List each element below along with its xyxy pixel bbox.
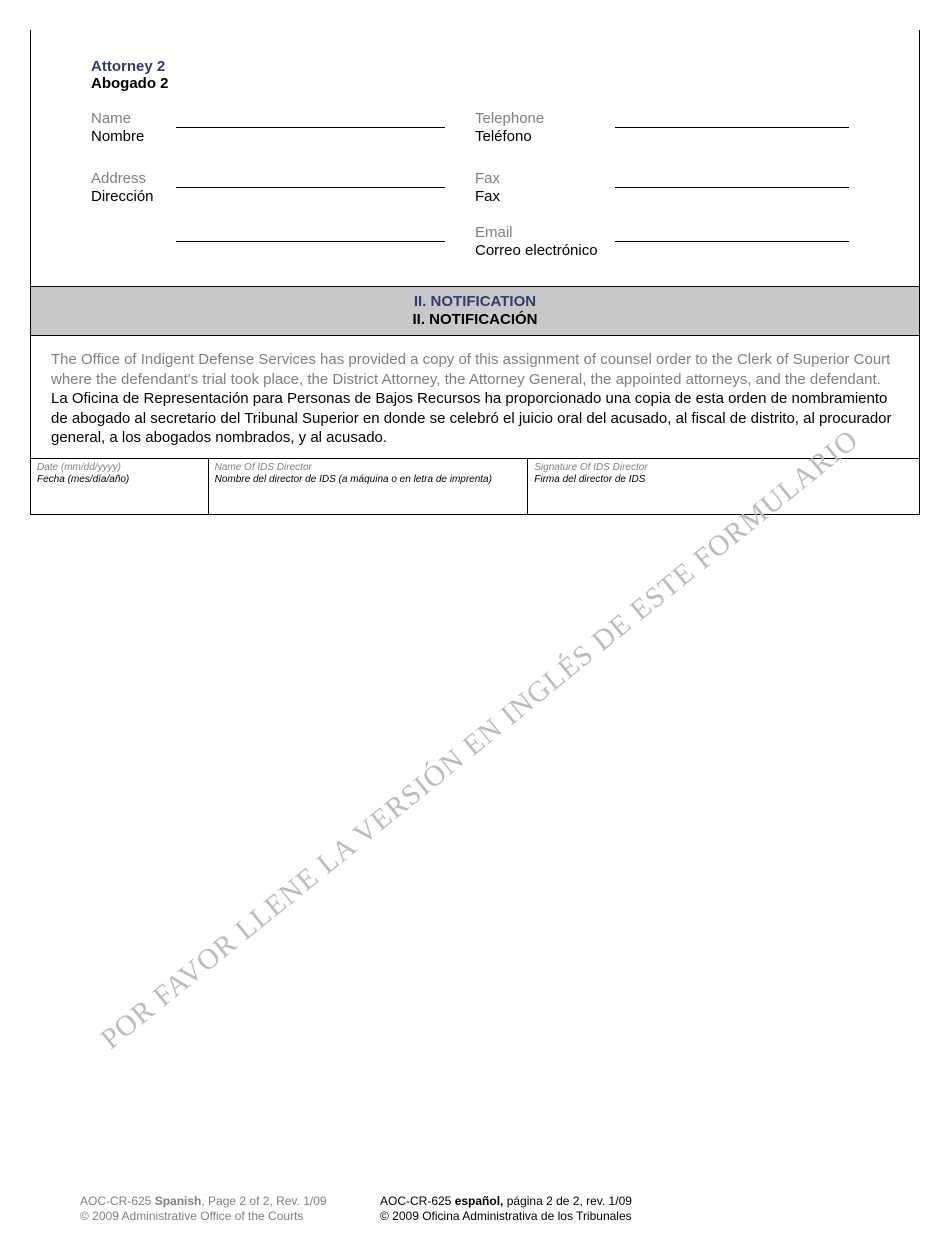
notification-text-en: The Office of Indigent Defense Services … xyxy=(51,351,890,388)
footer-left-suffix: , Page 2 of 2, Rev. 1/09 xyxy=(201,1194,326,1208)
address-email-row: Email Correo electrónico xyxy=(91,224,859,260)
footer-right-suffix: página 2 de 2, rev. 1/09 xyxy=(503,1194,632,1208)
telephone-label-es: Teléfono xyxy=(475,128,615,146)
attorney-header: Attorney 2 Abogado 2 xyxy=(91,58,859,92)
notification-text-es: La Oficina de Representación para Person… xyxy=(51,390,892,446)
fax-field: Fax Fax xyxy=(475,170,859,206)
ids-name-cell[interactable]: Name Of IDS Director Nombre del director… xyxy=(209,459,529,514)
form-border: Attorney 2 Abogado 2 Name Nombre Telepho… xyxy=(30,30,920,515)
name-telephone-row: Name Nombre Telephone Teléfono xyxy=(91,110,859,146)
email-field: Email Correo electrónico xyxy=(475,224,859,260)
name-label-es: Nombre xyxy=(91,128,176,146)
date-label-es: Fecha (mes/día/año) xyxy=(37,474,202,486)
ids-sig-label-es: Firma del director de IDS xyxy=(534,474,913,486)
telephone-label-en: Telephone xyxy=(475,110,615,128)
telephone-label: Telephone Teléfono xyxy=(475,110,615,146)
date-label-en: Date (mm/dd/yyyy) xyxy=(37,462,202,474)
signature-table: Date (mm/dd/yyyy) Fecha (mes/día/año) Na… xyxy=(31,458,919,514)
email-label-es: Correo electrónico xyxy=(475,242,615,260)
name-label: Name Nombre xyxy=(91,110,176,146)
email-label-en: Email xyxy=(475,224,615,242)
ids-signature-cell[interactable]: Signature Of IDS Director Firma del dire… xyxy=(528,459,919,514)
email-input-line[interactable] xyxy=(615,224,849,242)
name-field: Name Nombre xyxy=(91,110,475,146)
address-label-en: Address xyxy=(91,170,176,188)
address-label: Address Dirección xyxy=(91,170,176,206)
notification-section-header: II. NOTIFICATION II. NOTIFICACIÓN xyxy=(31,286,919,336)
page-container: Attorney 2 Abogado 2 Name Nombre Telepho… xyxy=(0,30,950,1260)
ids-sig-label-en: Signature Of IDS Director xyxy=(534,462,913,474)
footer-left-prefix: AOC-CR-625 xyxy=(80,1194,155,1208)
footer-left-line1: AOC-CR-625 Spanish, Page 2 of 2, Rev. 1/… xyxy=(80,1194,380,1210)
name-input-line[interactable] xyxy=(176,110,445,128)
attorney-title-es: Abogado 2 xyxy=(91,75,859,92)
attorney-title-en: Attorney 2 xyxy=(91,58,859,75)
footer-left-line2: © 2009 Administrative Office of the Cour… xyxy=(80,1209,380,1225)
name-label-en: Name xyxy=(91,110,176,128)
address-input-line-1[interactable] xyxy=(176,170,445,188)
section-header-es: II. NOTIFICACIÓN xyxy=(413,311,538,329)
footer-right-prefix: AOC-CR-625 xyxy=(380,1194,455,1208)
notification-body: The Office of Indigent Defense Services … xyxy=(31,336,919,458)
ids-name-label-es: Nombre del director de IDS (a máquina o … xyxy=(215,474,522,486)
footer-right-line2: © 2009 Oficina Administrativa de los Tri… xyxy=(380,1209,632,1225)
footer-left-bold: Spanish xyxy=(155,1194,202,1208)
footer: AOC-CR-625 Spanish, Page 2 of 2, Rev. 1/… xyxy=(80,1194,632,1225)
email-label: Email Correo electrónico xyxy=(475,224,615,260)
fax-input-line[interactable] xyxy=(615,170,849,188)
ids-name-label-en: Name Of IDS Director xyxy=(215,462,522,474)
address-fax-row: Address Dirección Fax Fax xyxy=(91,170,859,206)
watermark-text: POR FAVOR LLENE LA VERSIÓN EN INGLÉS DE … xyxy=(95,424,865,1057)
fax-label-es: Fax xyxy=(475,188,615,206)
address-label-es: Dirección xyxy=(91,188,176,206)
address-field: Address Dirección xyxy=(91,170,475,206)
footer-right-bold: español, xyxy=(455,1194,504,1208)
fax-label: Fax Fax xyxy=(475,170,615,206)
attorney-section: Attorney 2 Abogado 2 Name Nombre Telepho… xyxy=(31,30,919,286)
address-line2 xyxy=(91,224,475,260)
date-cell[interactable]: Date (mm/dd/yyyy) Fecha (mes/día/año) xyxy=(31,459,209,514)
telephone-input-line[interactable] xyxy=(615,110,849,128)
telephone-field: Telephone Teléfono xyxy=(475,110,859,146)
footer-right: AOC-CR-625 español, página 2 de 2, rev. … xyxy=(380,1194,632,1225)
fax-label-en: Fax xyxy=(475,170,615,188)
section-header-text: II. NOTIFICATION II. NOTIFICACIÓN xyxy=(413,293,538,329)
footer-right-line1: AOC-CR-625 español, página 2 de 2, rev. … xyxy=(380,1194,632,1210)
section-header-en: II. NOTIFICATION xyxy=(413,293,538,311)
address-input-line-2[interactable] xyxy=(176,224,445,242)
footer-left: AOC-CR-625 Spanish, Page 2 of 2, Rev. 1/… xyxy=(80,1194,380,1225)
